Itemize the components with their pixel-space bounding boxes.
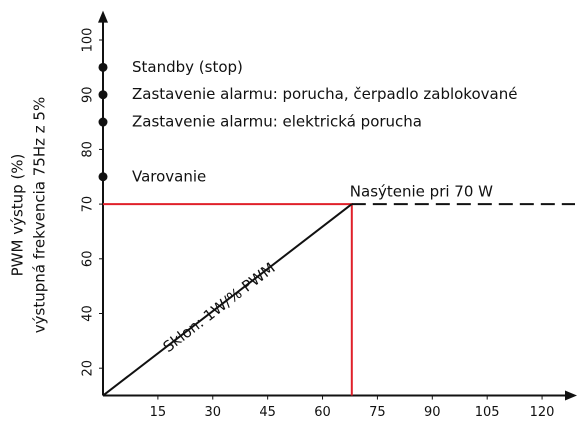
saturation-label: Nasýtenie pri 70 W xyxy=(350,183,493,201)
y-axis-arrow xyxy=(98,10,108,23)
y-tick-label: 80 xyxy=(81,141,96,158)
y-axis-label: výstupná frekvencia 75Hz z 5% xyxy=(31,97,49,333)
line-series xyxy=(102,203,353,397)
marker-dot xyxy=(98,90,108,100)
marker-dot xyxy=(98,117,108,127)
x-axis-arrow xyxy=(565,390,577,401)
marker-dot xyxy=(98,62,108,72)
x-tick-label: 30 xyxy=(204,405,221,420)
y-tick-label: 40 xyxy=(81,305,96,322)
y-tick-label: 90 xyxy=(81,86,96,103)
x-tick-label: 60 xyxy=(314,405,331,420)
marker-label: Zastavenie alarmu: porucha, čerpadlo zab… xyxy=(132,85,517,103)
slope-label: Sklon: 1W/% PWM xyxy=(160,259,279,356)
x-tick-label: 105 xyxy=(475,405,500,420)
x-tick-label: 90 xyxy=(424,405,441,420)
marker-label: Standby (stop) xyxy=(132,58,243,76)
marker-dot xyxy=(98,172,108,182)
x-tick-label: 15 xyxy=(150,405,167,420)
marker-label: Varovanie xyxy=(132,167,206,185)
y-tick-label: 100 xyxy=(81,28,96,53)
y-tick-label: 70 xyxy=(81,196,96,213)
x-tick-label: 75 xyxy=(369,405,386,420)
y-tick-label: 60 xyxy=(81,251,96,268)
marker-label: Zastavenie alarmu: elektrická porucha xyxy=(132,113,422,131)
x-tick-label: 45 xyxy=(259,405,276,420)
y-axis-label: PWM výstup (%) xyxy=(9,154,27,277)
y-tick-label: 20 xyxy=(81,360,96,377)
x-tick-label: 120 xyxy=(530,405,555,420)
